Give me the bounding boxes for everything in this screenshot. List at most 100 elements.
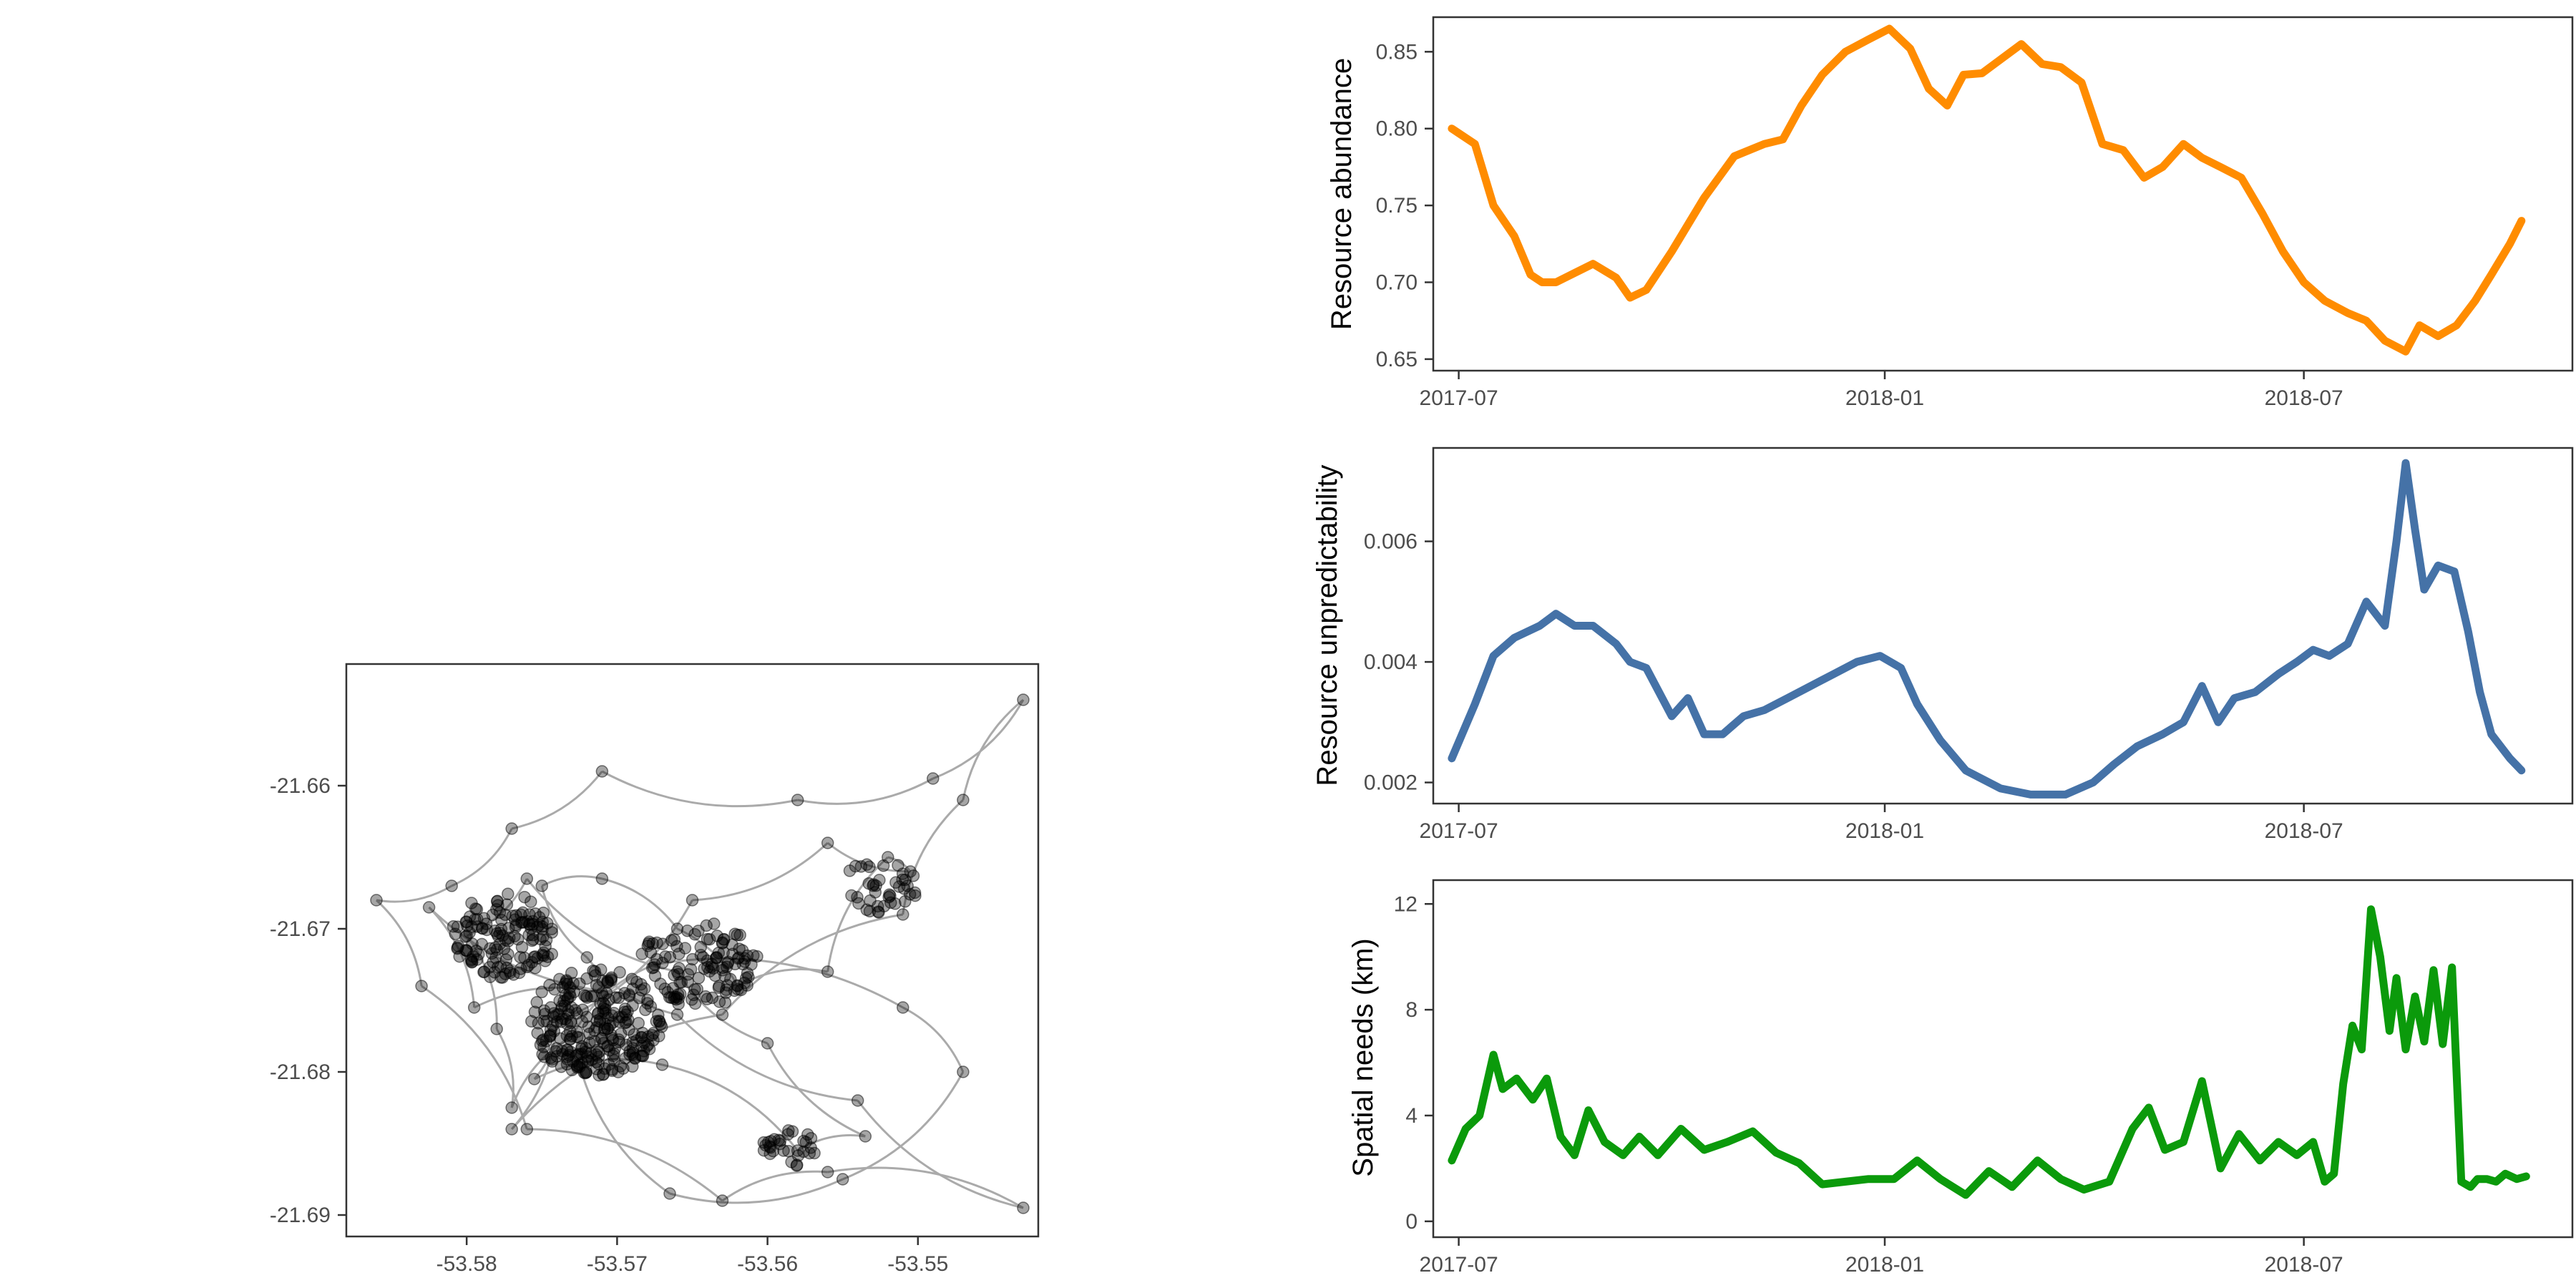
map-x-tick-label: -53.57 — [587, 1252, 648, 1276]
gps-point — [489, 941, 502, 954]
gps-point — [483, 961, 496, 974]
track-segment — [842, 1071, 965, 1181]
map-panel-border — [345, 663, 1040, 1238]
gps-point — [612, 991, 625, 1005]
gps-point — [843, 864, 857, 877]
gps-point — [565, 1015, 577, 1028]
gps-point — [460, 945, 473, 957]
gps-point — [422, 901, 436, 914]
gps-point — [877, 859, 890, 872]
gps-point — [647, 1034, 660, 1047]
gps-point — [687, 988, 701, 1002]
gps-point — [522, 928, 535, 942]
spatial-needs-panel-border — [1432, 879, 2574, 1239]
gps-point — [539, 940, 552, 953]
track-segment — [451, 828, 513, 887]
gps-point — [655, 1058, 669, 1071]
gps-point — [635, 1030, 648, 1044]
gps-point — [774, 1137, 786, 1151]
spatial-needs-x-axis: 2017-07 2018-01 2018-07 — [1420, 1237, 2343, 1277]
gps-point — [479, 917, 493, 930]
gps-point — [535, 985, 548, 999]
gps-point — [623, 1023, 635, 1036]
track-segment — [376, 884, 452, 903]
gps-point — [547, 1007, 560, 1020]
gps-point — [489, 924, 502, 937]
gps-point — [505, 1123, 518, 1136]
gps-point — [590, 1063, 603, 1075]
gps-point — [490, 1023, 503, 1035]
gps-point — [927, 772, 940, 785]
gps-point — [661, 986, 674, 999]
gps-point — [761, 1037, 774, 1050]
unpredictability-panel-border — [1432, 447, 2574, 805]
gps-point — [797, 1145, 810, 1158]
gps-point — [531, 1026, 544, 1040]
x-tick-label: 2017-07 — [1420, 819, 1498, 843]
track-segment — [736, 967, 828, 987]
gps-point — [781, 1128, 794, 1141]
gps-point — [516, 906, 530, 919]
gps-point — [451, 920, 464, 933]
x-tick-label: 2018-07 — [2265, 819, 2343, 843]
gps-point — [531, 920, 544, 933]
gps-point — [869, 886, 882, 899]
track-segment — [466, 935, 498, 1030]
gps-point — [641, 997, 654, 1010]
map-x-axis: -53.58 -53.57 -53.56 -53.55 — [436, 1236, 948, 1276]
track-segment — [511, 1013, 723, 1130]
gps-point — [692, 972, 706, 985]
gps-point — [708, 917, 721, 930]
gps-point — [580, 1010, 593, 1024]
abundance-line — [1448, 24, 2526, 356]
gps-point — [867, 879, 879, 892]
gps-point — [845, 889, 858, 902]
gps-point — [580, 951, 594, 964]
gps-point — [647, 961, 660, 974]
gps-point — [469, 945, 483, 957]
gps-point — [550, 1042, 563, 1055]
track-segment — [495, 1028, 514, 1108]
x-tick-label: 2018-01 — [1845, 819, 1924, 843]
y-tick-label: 0.006 — [1364, 530, 1418, 554]
gps-point — [635, 977, 648, 991]
gps-point — [563, 1025, 577, 1038]
spatial-needs-line — [1448, 905, 2530, 1199]
unpredictability-panel: 2017-07 2018-01 2018-07 0.002 0.004 0.006 Re… — [1312, 447, 2574, 843]
gps-point — [545, 1051, 557, 1065]
gps-point — [663, 1187, 676, 1200]
gps-point — [525, 895, 537, 908]
map-y-tick-label: -21.67 — [270, 917, 331, 941]
track-segment — [375, 899, 423, 987]
gps-point — [527, 950, 540, 964]
gps-point — [716, 1194, 729, 1207]
y-tick-label: 0.004 — [1364, 650, 1418, 674]
gps-point — [686, 894, 699, 907]
gps-point — [592, 1045, 605, 1059]
abundance-y-axis-title: Resource abundance — [1326, 58, 1357, 330]
gps-point — [516, 915, 529, 929]
gps-point — [560, 1043, 574, 1056]
gps-point — [863, 860, 876, 874]
gps-point — [503, 932, 516, 945]
gps-point — [701, 992, 714, 1005]
gps-point — [447, 919, 460, 933]
gps-point — [530, 996, 543, 1009]
gps-point — [541, 950, 555, 963]
gps-point — [897, 1001, 909, 1014]
x-tick-label: 2018-07 — [2265, 1253, 2343, 1277]
track-segment — [962, 698, 1024, 801]
track-segment — [887, 856, 912, 872]
gps-point — [523, 918, 537, 931]
track-segment — [721, 1170, 828, 1202]
gps-point — [785, 1156, 798, 1169]
gps-point — [821, 1166, 834, 1179]
gps-point — [672, 992, 686, 1005]
gps-point — [688, 927, 701, 941]
track-segment — [692, 841, 829, 902]
gps-point — [731, 952, 744, 965]
gps-point — [851, 1094, 864, 1107]
map-y-axis: -21.66 -21.67 -21.68 -21.69 — [270, 774, 346, 1227]
track-segment — [766, 1043, 866, 1138]
gps-point — [514, 950, 527, 964]
